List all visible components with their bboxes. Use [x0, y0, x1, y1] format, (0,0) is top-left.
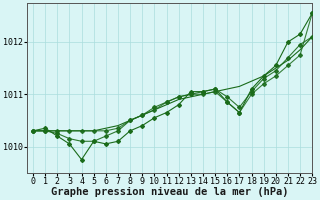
X-axis label: Graphe pression niveau de la mer (hPa): Graphe pression niveau de la mer (hPa) — [51, 187, 288, 197]
